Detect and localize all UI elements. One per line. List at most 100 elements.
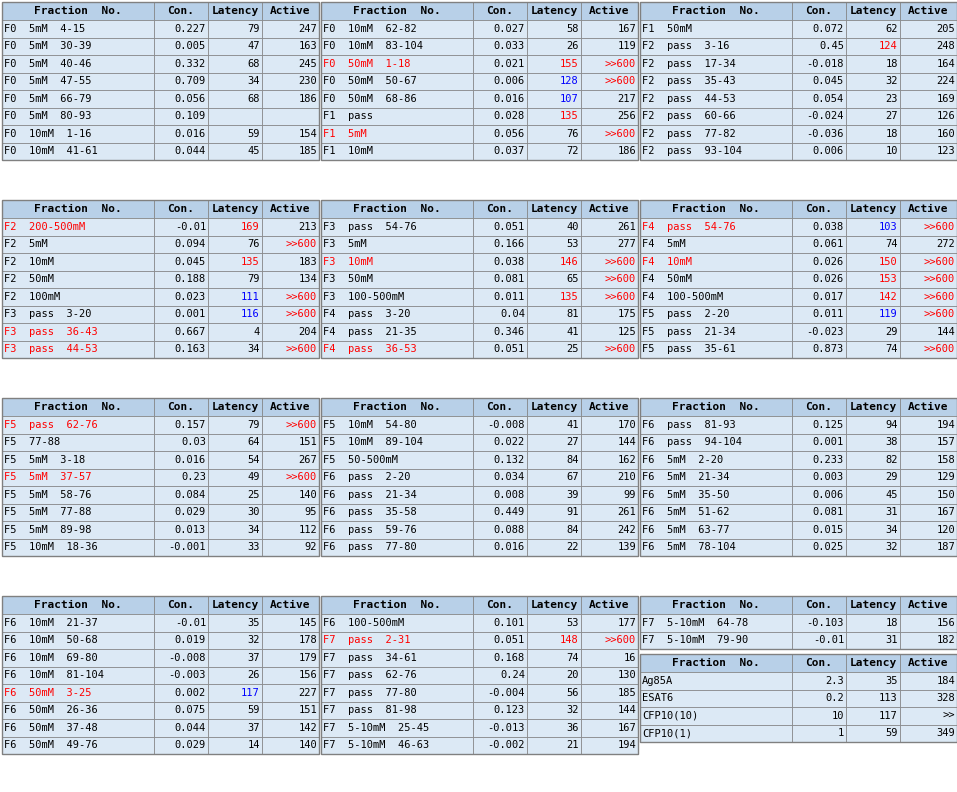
Bar (527, 702, 581, 719)
Text: 123: 123 (936, 147, 955, 156)
Text: >>600: >>600 (924, 309, 955, 319)
Bar (792, 672, 846, 690)
Text: 179: 179 (299, 653, 317, 663)
Text: 20: 20 (567, 670, 579, 680)
Text: 0.019: 0.019 (175, 635, 206, 645)
Bar (846, 398, 900, 416)
Text: F6  pass  35-58: F6 pass 35-58 (323, 507, 416, 517)
Bar (527, 416, 581, 433)
Text: 135: 135 (241, 257, 260, 267)
Bar (640, 200, 792, 218)
Bar (640, 707, 792, 725)
Text: Active: Active (270, 204, 311, 214)
Text: >>600: >>600 (605, 635, 636, 645)
Text: Con.: Con. (806, 204, 833, 214)
Bar (154, 614, 208, 631)
Text: 34: 34 (248, 76, 260, 86)
Bar (154, 719, 208, 737)
Text: Fraction  No.: Fraction No. (353, 204, 441, 214)
Bar (581, 288, 638, 306)
Bar (473, 614, 527, 631)
Text: F0  50mM  1-18: F0 50mM 1-18 (323, 59, 411, 69)
Bar (581, 218, 638, 235)
Text: 40: 40 (567, 222, 579, 232)
Bar (792, 235, 846, 253)
Text: -0.008: -0.008 (487, 420, 525, 430)
Text: F2  pass  35-43: F2 pass 35-43 (642, 76, 736, 86)
Text: 113: 113 (879, 693, 898, 703)
Text: 0.157: 0.157 (175, 420, 206, 430)
Text: -0.002: -0.002 (487, 741, 525, 750)
Text: 92: 92 (304, 543, 317, 552)
Text: Latency: Latency (530, 600, 578, 610)
Text: 186: 186 (617, 147, 636, 156)
Bar (473, 218, 527, 235)
Text: F7  pass  2-31: F7 pass 2-31 (323, 635, 411, 645)
Text: 112: 112 (299, 525, 317, 535)
Text: Active: Active (270, 402, 311, 412)
Bar (321, 667, 473, 684)
Text: 0.029: 0.029 (175, 507, 206, 517)
Bar (321, 235, 473, 253)
Text: F3  100-500mM: F3 100-500mM (323, 291, 404, 302)
Bar (846, 725, 900, 742)
Bar (900, 614, 957, 631)
Text: 62: 62 (885, 24, 898, 34)
Text: 0.008: 0.008 (494, 489, 525, 500)
Bar (640, 521, 792, 539)
Text: 194: 194 (936, 420, 955, 430)
Text: F2  200-500mM: F2 200-500mM (4, 222, 85, 232)
Bar (900, 654, 957, 672)
Text: F6  10mM  21-37: F6 10mM 21-37 (4, 618, 98, 628)
Text: Con.: Con. (486, 204, 514, 214)
Bar (2, 55, 154, 73)
Text: Latency: Latency (530, 402, 578, 412)
Bar (208, 539, 262, 556)
Text: 36: 36 (567, 723, 579, 733)
Text: 0.709: 0.709 (175, 76, 206, 86)
Text: 144: 144 (617, 437, 636, 447)
Bar (262, 55, 319, 73)
Bar (2, 649, 154, 667)
Bar (527, 614, 581, 631)
Text: Con.: Con. (486, 600, 514, 610)
Text: 111: 111 (241, 291, 260, 302)
Text: F5  77-88: F5 77-88 (4, 437, 60, 447)
Text: 117: 117 (879, 710, 898, 721)
Bar (640, 143, 792, 160)
Bar (527, 684, 581, 702)
Bar (2, 218, 154, 235)
Text: Con.: Con. (806, 6, 833, 16)
Bar (640, 125, 792, 143)
Text: 0.023: 0.023 (175, 291, 206, 302)
Text: 0.101: 0.101 (494, 618, 525, 628)
Bar (792, 614, 846, 631)
Bar (473, 702, 527, 719)
Text: 34: 34 (885, 525, 898, 535)
Text: 130: 130 (617, 670, 636, 680)
Bar (2, 596, 154, 614)
Text: >>600: >>600 (605, 291, 636, 302)
Bar (2, 398, 319, 556)
Text: F5  5mM  77-88: F5 5mM 77-88 (4, 507, 92, 517)
Bar (640, 90, 792, 108)
Bar (640, 690, 792, 707)
Text: 18: 18 (885, 59, 898, 69)
Bar (792, 504, 846, 521)
Bar (154, 451, 208, 469)
Text: 0.125: 0.125 (812, 420, 844, 430)
Text: 153: 153 (879, 274, 898, 284)
Bar (581, 200, 638, 218)
Text: 0.081: 0.081 (812, 507, 844, 517)
Text: 135: 135 (560, 111, 579, 121)
Text: 0.044: 0.044 (175, 723, 206, 733)
Text: 160: 160 (936, 129, 955, 139)
Bar (154, 486, 208, 504)
Bar (900, 200, 957, 218)
Text: 0.094: 0.094 (175, 239, 206, 249)
Text: 140: 140 (299, 489, 317, 500)
Bar (640, 486, 792, 504)
Text: 187: 187 (936, 543, 955, 552)
Text: F1  5mM: F1 5mM (323, 129, 367, 139)
Bar (262, 200, 319, 218)
